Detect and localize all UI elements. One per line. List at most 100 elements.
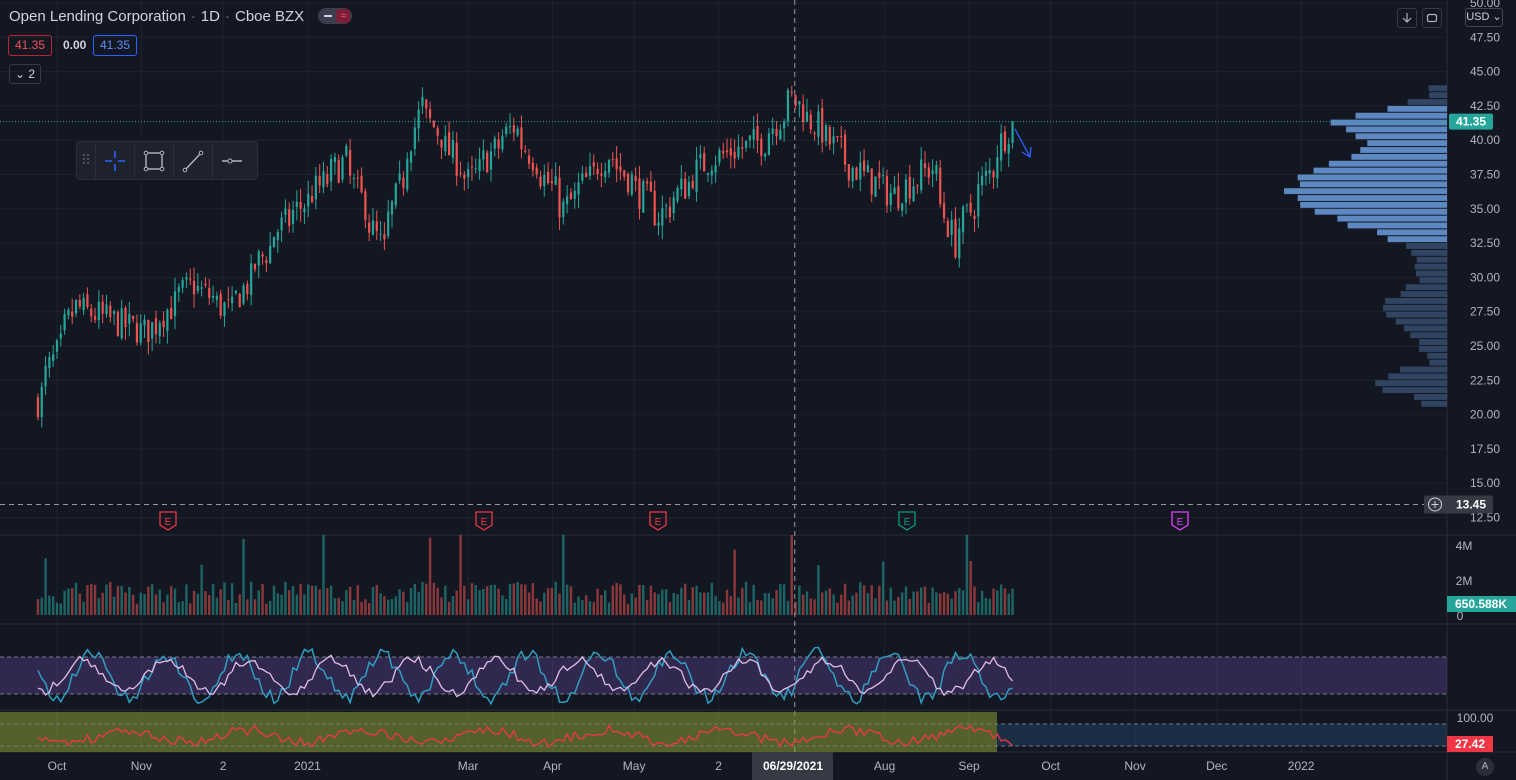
time-tick-label: 2 xyxy=(220,759,227,773)
candle-body xyxy=(775,129,778,137)
price-tick-label: 42.50 xyxy=(1470,99,1500,113)
candle-body xyxy=(448,132,451,156)
candle-body xyxy=(371,220,375,235)
candle-body xyxy=(691,180,694,188)
volume-bar xyxy=(470,583,474,615)
volume-bar xyxy=(204,591,207,615)
candle-body xyxy=(364,191,367,221)
volume-bar xyxy=(554,581,557,615)
rectangle-tool-button[interactable] xyxy=(134,142,173,179)
crosshair-tool-button[interactable] xyxy=(95,142,134,179)
volume-bar xyxy=(185,584,188,615)
candle-body xyxy=(550,181,554,184)
volume-bar xyxy=(539,601,542,615)
volume-bar xyxy=(135,603,139,615)
candle-body xyxy=(569,192,573,200)
volume-bar xyxy=(90,583,93,615)
candle-body xyxy=(265,260,268,264)
volume-bar xyxy=(307,584,310,615)
trend-line-tool-button[interactable] xyxy=(173,142,212,179)
volume-bar xyxy=(44,558,47,615)
candle-body xyxy=(779,129,782,140)
candle-body xyxy=(444,135,447,152)
volume-profile-bar xyxy=(1383,304,1447,311)
volume-bar xyxy=(626,603,630,615)
volume-bar xyxy=(897,596,900,615)
volume-bar xyxy=(741,587,744,615)
download-button[interactable] xyxy=(1397,8,1417,28)
symbol-title[interactable]: Open Lending Corporation · 1D · Cboe BZX ≈ xyxy=(9,8,353,25)
volume-profile-bar xyxy=(1400,291,1447,297)
volume-bar xyxy=(208,595,211,615)
candle-body xyxy=(428,109,432,118)
candle-body xyxy=(546,171,550,184)
candle-body xyxy=(588,165,592,176)
candle-body xyxy=(436,128,439,136)
horizontal-ray-tool-button[interactable] xyxy=(212,142,251,179)
candle-body xyxy=(409,151,413,163)
volume-tick-label: 2M xyxy=(1456,574,1473,588)
candle-body xyxy=(923,163,927,169)
candle-body xyxy=(931,170,934,174)
volume-bar xyxy=(139,592,142,615)
candle-body xyxy=(718,149,721,163)
volume-bar xyxy=(581,600,584,615)
currency-selector[interactable]: USD ⌄ xyxy=(1465,8,1503,27)
volume-bar xyxy=(466,599,470,615)
candle-body xyxy=(63,314,66,331)
last-price-tag xyxy=(1449,113,1493,130)
market-status-toggle[interactable]: ≈ xyxy=(318,8,353,25)
volume-profile-bar xyxy=(1405,284,1447,291)
candle-body xyxy=(657,222,660,226)
candle-body xyxy=(489,151,493,170)
interval-label[interactable]: 1D xyxy=(200,8,220,25)
bid-price-box[interactable]: 41.35 xyxy=(8,35,53,56)
candle-body xyxy=(40,386,43,418)
candle-body xyxy=(90,308,93,317)
volume-bar xyxy=(828,588,832,615)
volume-bar xyxy=(710,582,713,615)
volume-bar xyxy=(619,584,622,615)
candle-body xyxy=(722,150,725,154)
volume-bar xyxy=(276,593,279,615)
chevron-down-icon: ⌄ xyxy=(1492,11,1502,23)
candle-body xyxy=(349,150,352,176)
indicators-toggle[interactable]: ⌄ 2 xyxy=(9,64,41,84)
volume-bar xyxy=(649,585,653,615)
price-tick-label: 35.00 xyxy=(1470,202,1500,216)
earnings-icon xyxy=(159,511,177,531)
candle-body xyxy=(821,108,824,143)
floating-drawing-toolbar[interactable]: ⠿ xyxy=(76,141,258,180)
candle-body xyxy=(961,206,965,233)
candle-body xyxy=(802,104,805,123)
candle-body xyxy=(261,254,264,257)
volume-bar xyxy=(779,584,782,615)
volume-bar xyxy=(931,587,934,615)
price-tick-label: 40.00 xyxy=(1470,133,1500,147)
candle-body xyxy=(771,128,774,134)
volume-bar xyxy=(642,585,645,615)
volume-bar xyxy=(592,602,595,615)
volume-bar xyxy=(596,588,599,615)
candle-body xyxy=(253,264,257,270)
ask-price-box[interactable]: 41.35 xyxy=(93,35,138,56)
drag-handle-icon[interactable]: ⠿ xyxy=(80,152,92,168)
volume-bar xyxy=(71,588,74,615)
candle-body xyxy=(893,187,896,195)
volume-bar xyxy=(451,595,455,615)
candle-body xyxy=(714,165,717,173)
volume-bar xyxy=(367,603,371,615)
fullscreen-button[interactable] xyxy=(1422,8,1442,28)
volume-bar xyxy=(870,585,873,615)
volume-bar xyxy=(291,586,295,615)
volume-profile-bar xyxy=(1382,387,1447,394)
candle-body xyxy=(874,176,877,197)
volume-bar xyxy=(131,594,135,615)
candle-body xyxy=(634,176,637,182)
candle-body xyxy=(303,208,306,213)
volume-bar xyxy=(341,601,344,615)
candle-body xyxy=(280,217,283,231)
volume-bar xyxy=(383,596,386,615)
auto-scale-button[interactable]: A xyxy=(1476,758,1494,776)
